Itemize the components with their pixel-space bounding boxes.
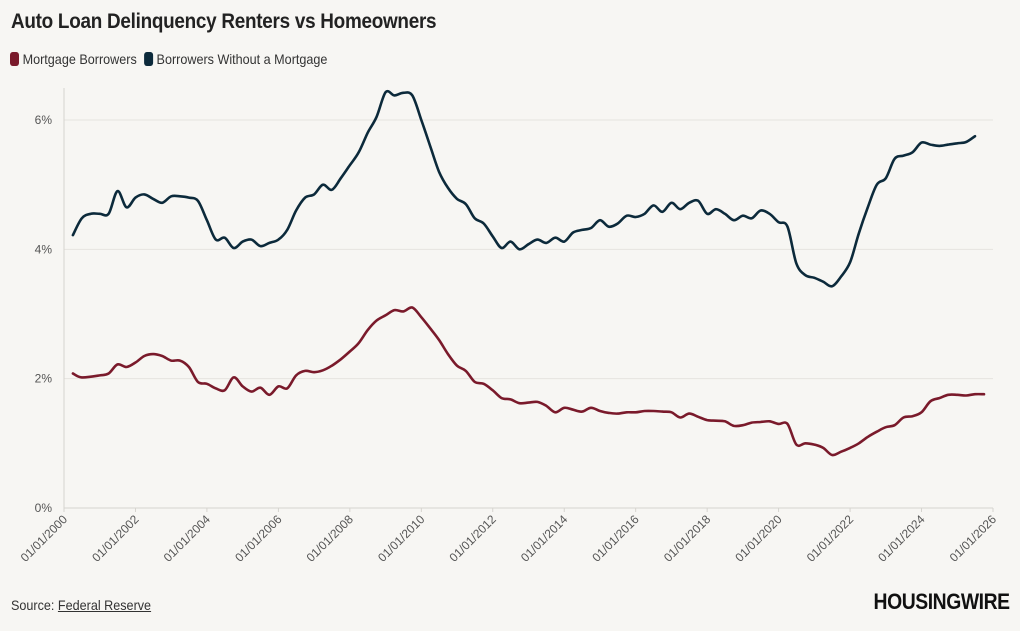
legend-swatch-no-mortgage bbox=[143, 52, 153, 66]
x-tick-label: 01/01/2020 bbox=[732, 512, 785, 565]
series-line-mortgage bbox=[71, 306, 986, 457]
y-tick-label: 6% bbox=[35, 113, 53, 127]
x-tick-label: 01/01/2016 bbox=[589, 512, 642, 565]
legend-item-no-mortgage[interactable]: Borrowers Without a Mortgage bbox=[143, 51, 328, 67]
y-tick-label: 4% bbox=[35, 242, 53, 256]
y-tick-label: 0% bbox=[35, 501, 53, 515]
housingwire-logo: HOUSINGWIRE bbox=[873, 589, 1011, 614]
chart-title: Auto Loan Delinquency Renters vs Homeown… bbox=[11, 10, 437, 33]
x-tick-label: 01/01/2012 bbox=[446, 512, 499, 565]
x-tick-label: 01/01/2008 bbox=[304, 512, 357, 565]
series-line-no-mortgage bbox=[71, 89, 977, 288]
legend-label-no-mortgage: Borrowers Without a Mortgage bbox=[156, 51, 328, 67]
x-tick-label: 01/01/2026 bbox=[947, 512, 1000, 565]
x-tick-label: 01/01/2018 bbox=[661, 512, 714, 565]
y-tick-label: 2% bbox=[35, 372, 53, 386]
chart-legend: Mortgage Borrowers Borrowers Without a M… bbox=[10, 51, 335, 67]
x-tick-label: 01/01/2014 bbox=[518, 512, 571, 565]
x-tick-label: 01/01/2004 bbox=[161, 512, 214, 565]
legend-label-mortgage: Mortgage Borrowers bbox=[22, 51, 137, 67]
x-tick-label: 01/01/2000 bbox=[18, 512, 71, 565]
x-tick-label: 01/01/2006 bbox=[232, 512, 285, 565]
source-note: Source: Federal Reserve bbox=[11, 597, 151, 613]
x-tick-label: 01/01/2010 bbox=[375, 512, 428, 565]
source-label: Source: bbox=[11, 597, 58, 613]
legend-swatch-mortgage bbox=[10, 52, 19, 66]
x-tick-label: 01/01/2024 bbox=[875, 512, 928, 565]
x-tick-label: 01/01/2022 bbox=[804, 512, 857, 565]
source-link[interactable]: Federal Reserve bbox=[57, 597, 152, 613]
legend-item-mortgage[interactable]: Mortgage Borrowers bbox=[10, 51, 137, 67]
x-tick-label: 01/01/2002 bbox=[89, 512, 142, 565]
